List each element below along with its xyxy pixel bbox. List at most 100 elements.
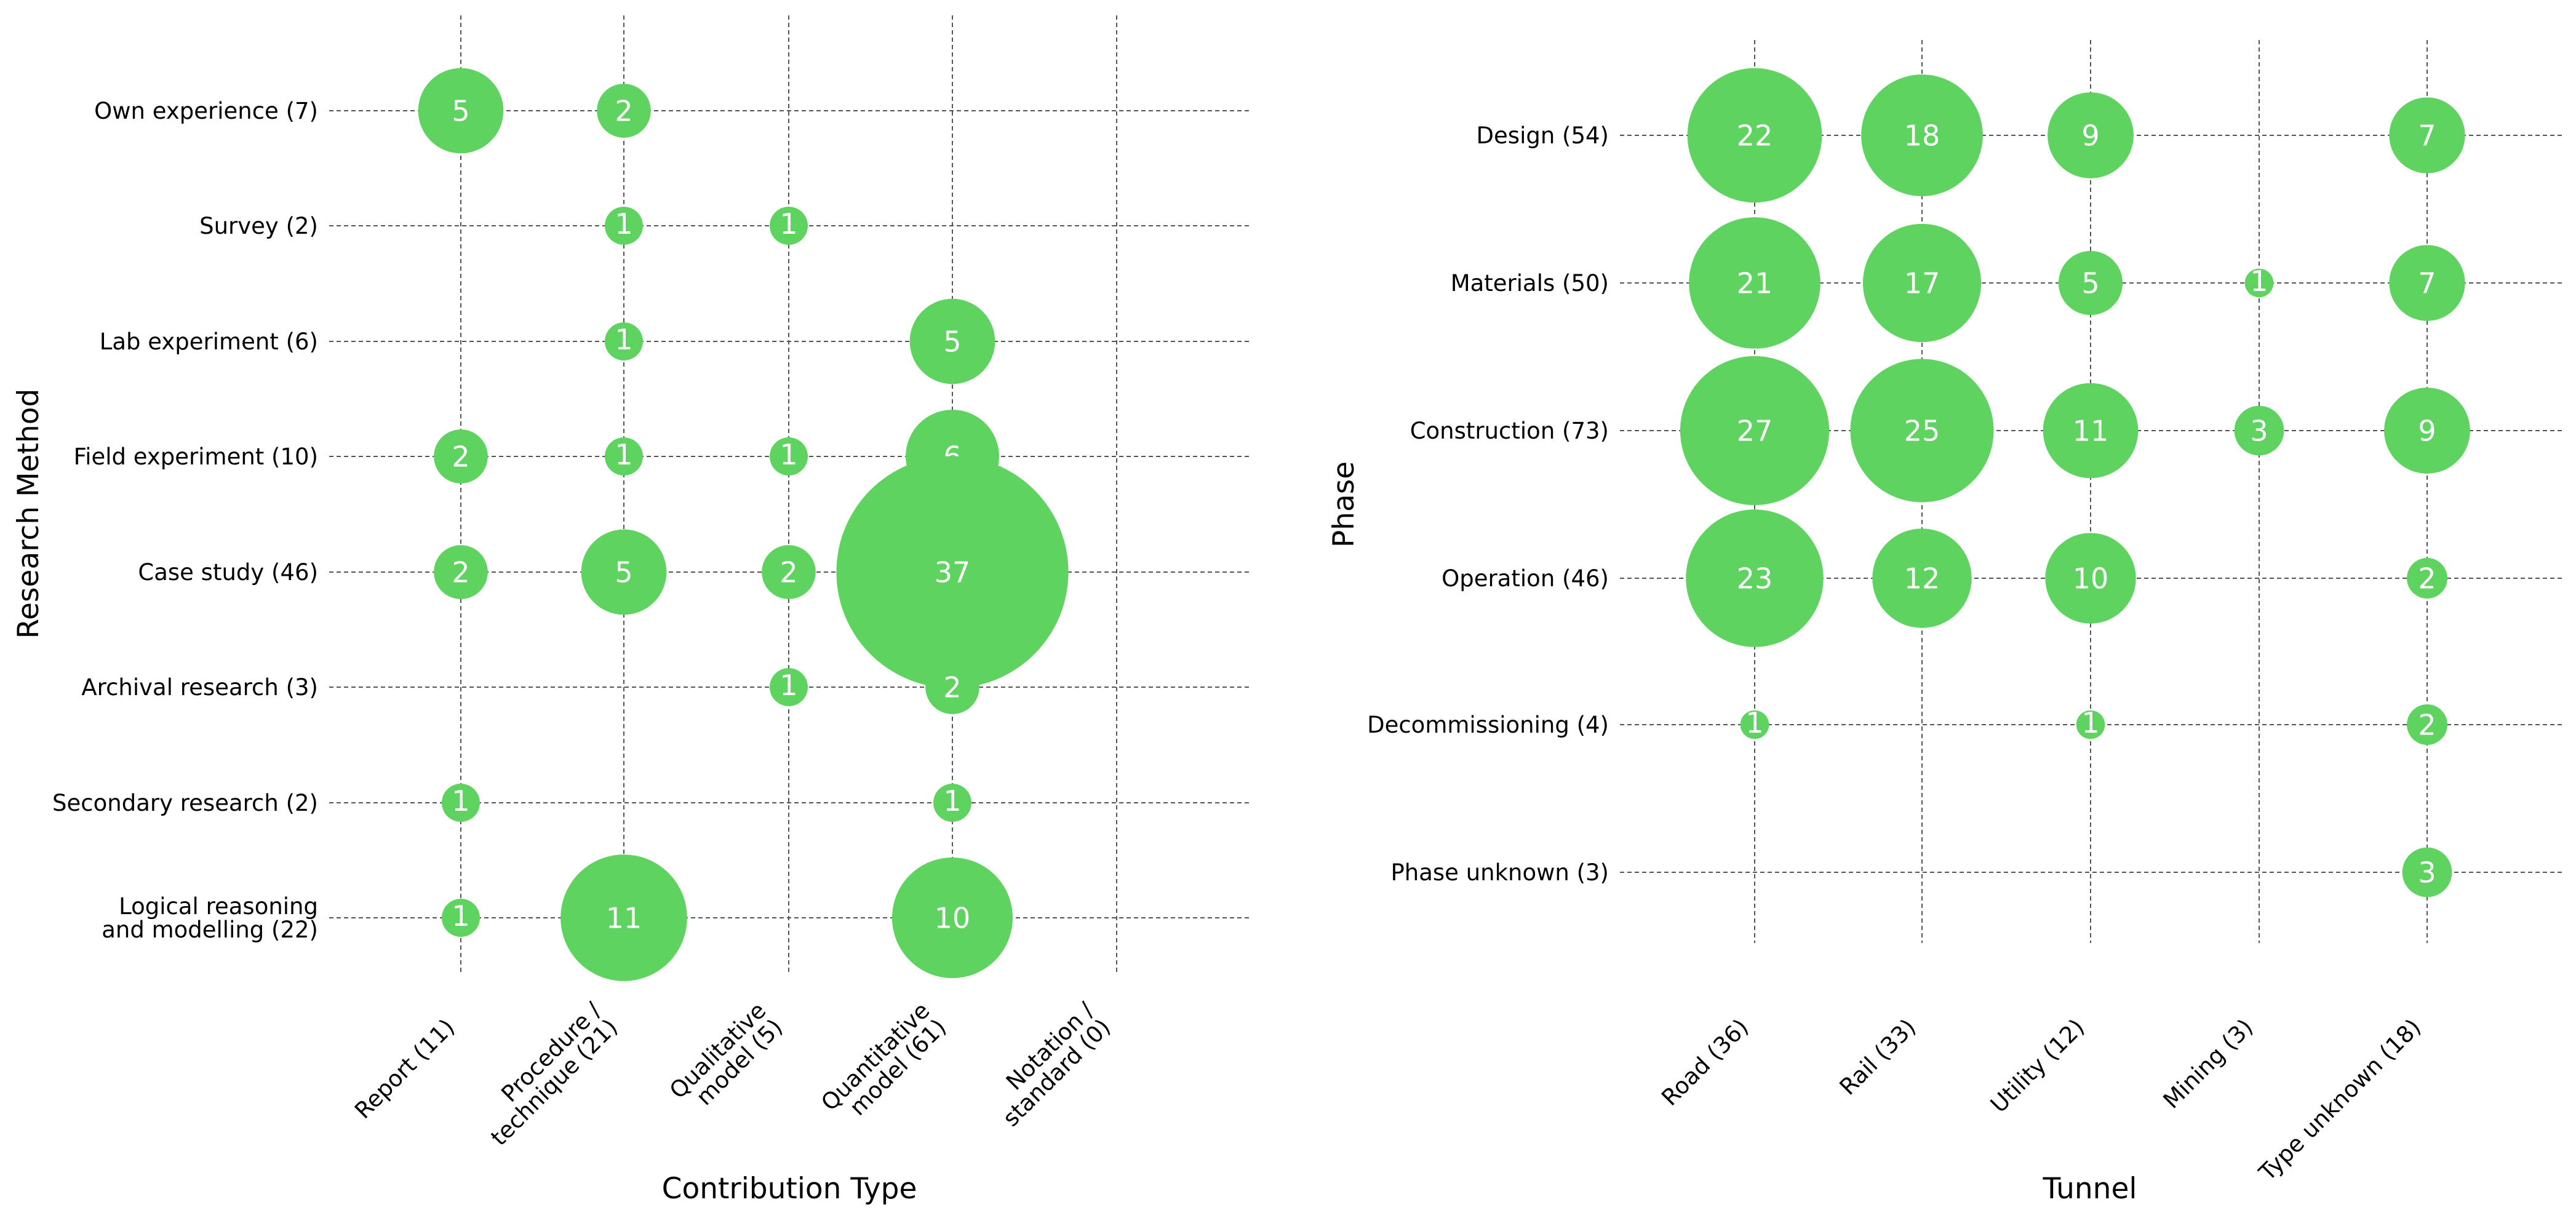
x-tick-label: Report (11) — [349, 1014, 460, 1124]
bubble: 1 — [605, 207, 643, 245]
x-axis-title: Tunnel — [2043, 1172, 2137, 1206]
bubble-circle — [1862, 223, 1982, 343]
bubble: 10 — [891, 857, 1013, 979]
chart-research-method-vs-contribution-type: Contribution Type Research Method Own ex… — [12, 15, 1249, 1206]
bubble: 2 — [2407, 558, 2447, 599]
bubble-circle — [2076, 710, 2105, 739]
x-tick-label: Road (36) — [1656, 1014, 1753, 1111]
bubble-value-label: 2 — [780, 556, 797, 589]
bubble-value-label: 1 — [780, 207, 797, 241]
y-tick-label: Own experience (7) — [94, 98, 318, 124]
x-tick-label: Utility (12) — [1985, 1014, 2089, 1118]
bubbles: 22 18 9 721 17 5 1 727 25 11 3 923 12 10 21 1 23 — [1680, 68, 2470, 898]
bubble: 1 — [770, 668, 808, 706]
bubble-circle — [2234, 405, 2284, 456]
bubble-circle — [434, 429, 488, 484]
bubble-circle — [581, 529, 667, 615]
bubble-circle — [933, 784, 971, 822]
bubble-value-label: 9 — [2081, 119, 2099, 153]
bubble-circle — [2407, 704, 2447, 745]
bubble-value-label: 7 — [2418, 119, 2436, 153]
bubble-circle — [770, 668, 808, 706]
bubble-circle — [434, 545, 488, 599]
x-tick-label: Mining (3) — [2158, 1014, 2259, 1114]
bubble-value-label: 1 — [780, 438, 797, 471]
bubble-value-label: 3 — [2418, 856, 2436, 890]
y-axis-title: Research Method — [12, 389, 46, 639]
bubble-value-label: 25 — [1904, 415, 1940, 448]
bubble-value-label: 7 — [2418, 267, 2436, 300]
bubble-circle — [762, 545, 816, 599]
bubble-circle — [605, 207, 643, 245]
bubble: 2 — [925, 660, 979, 714]
bubble: 27 — [1680, 356, 1830, 506]
x-tick-label-line: Rail (33) — [1835, 1014, 1921, 1101]
bubble: 25 — [1850, 359, 1994, 503]
bubble-value-label: 1 — [2081, 706, 2099, 739]
y-tick-label: Case study (46) — [138, 559, 318, 586]
bubble: 5 — [581, 529, 667, 615]
bubble: 1 — [442, 899, 480, 937]
bubble-circle — [1740, 710, 1769, 739]
bubble-value-label: 10 — [935, 902, 971, 935]
bubble-value-label: 1 — [2250, 265, 2268, 298]
bubble: 9 — [2048, 92, 2134, 178]
bubble-circle — [909, 298, 995, 384]
bubble-value-label: 5 — [452, 95, 469, 128]
gridlines — [329, 15, 1249, 973]
bubble-circle — [836, 456, 1069, 688]
bubble-value-label: 2 — [2418, 562, 2436, 595]
x-tick-label-line: Type unknown (18) — [2254, 1014, 2426, 1186]
bubble-circle — [2045, 533, 2136, 624]
bubble-value-label: 1 — [452, 784, 469, 818]
bubble: 5 — [2058, 250, 2123, 316]
bubble-circle — [560, 854, 687, 981]
bubble: 21 — [1689, 217, 1820, 349]
bubble-value-label: 2 — [943, 671, 961, 704]
bubble-circle — [418, 68, 504, 154]
bubble-value-label: 2 — [615, 95, 632, 128]
bubble-circle — [2048, 92, 2134, 178]
bubble: 11 — [560, 854, 687, 981]
bubble-value-label: 2 — [452, 556, 469, 589]
chart-phase-vs-tunnel: Tunnel Phase Design (54) Materials (50) Co… — [1327, 40, 2562, 1206]
bubble: 9 — [2384, 388, 2470, 474]
bubble-value-label: 22 — [1737, 119, 1773, 153]
bubble: 7 — [2389, 245, 2465, 321]
bubble: 18 — [1861, 74, 1983, 196]
x-tick-label-line: Mining (3) — [2158, 1014, 2259, 1114]
x-tick-label: Notation /standard (0) — [998, 997, 1116, 1132]
y-tick-label: and modelling (22) — [102, 917, 318, 943]
bubble-circle — [442, 784, 480, 822]
bubble-value-label: 1 — [452, 899, 469, 933]
bubble-value-label: 10 — [2073, 562, 2109, 595]
bubble-value-label: 2 — [2418, 709, 2436, 742]
bubble: 2 — [434, 545, 488, 599]
bubble-value-label: 11 — [2073, 415, 2109, 448]
y-tick-label: Phase unknown (3) — [1390, 859, 1609, 886]
bubble-circle — [2244, 268, 2274, 298]
bubbles: 521115211625237121111110 — [418, 68, 1069, 981]
bubble-value-label: 1 — [943, 784, 961, 818]
bubble-circle — [1686, 509, 1824, 647]
y-tick-label: Archival research (3) — [81, 674, 318, 701]
bubble-value-label: 5 — [2081, 267, 2099, 300]
bubble: 5 — [909, 298, 995, 384]
bubble-value-label: 2 — [452, 440, 469, 474]
x-tick-label: Type unknown (18) — [2254, 1014, 2426, 1186]
bubble: 1 — [2244, 265, 2274, 298]
bubble: 1 — [770, 437, 808, 476]
bubble-value-label: 1 — [615, 438, 632, 471]
bubble: 1 — [605, 437, 643, 476]
y-tick-label: Logical reasoning — [119, 893, 318, 920]
x-tick-label-line: Utility (12) — [1985, 1014, 2089, 1118]
bubble: 1 — [2076, 706, 2105, 739]
bubble-value-label: 17 — [1904, 267, 1940, 300]
bubble-circle — [605, 437, 643, 476]
bubble: 23 — [1686, 509, 1824, 647]
bubble-circle — [1680, 356, 1830, 506]
bubble: 2 — [2407, 704, 2447, 745]
y-tick-label: Field experiment (10) — [74, 444, 318, 470]
bubble-value-label: 5 — [943, 325, 961, 359]
